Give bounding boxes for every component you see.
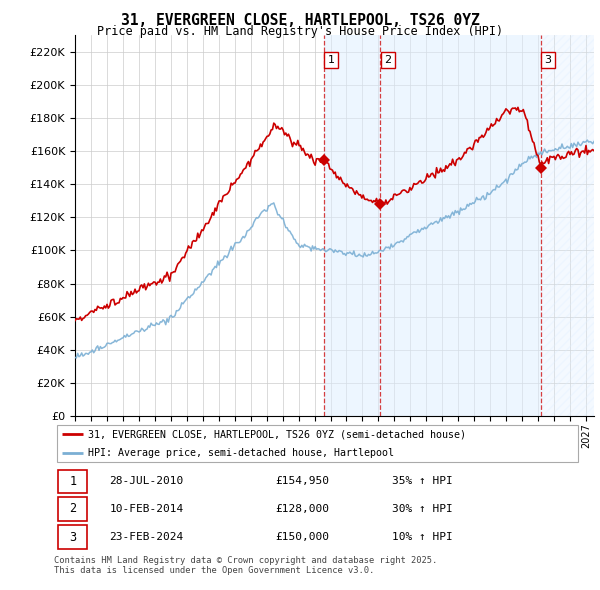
FancyBboxPatch shape xyxy=(58,525,87,549)
Bar xyxy=(380,35,541,416)
Text: Contains HM Land Registry data © Crown copyright and database right 2025.
This d: Contains HM Land Registry data © Crown c… xyxy=(54,556,437,575)
Text: 31, EVERGREEN CLOSE, HARTLEPOOL, TS26 0YZ: 31, EVERGREEN CLOSE, HARTLEPOOL, TS26 0Y… xyxy=(121,13,479,28)
Bar xyxy=(541,35,594,416)
Text: 1: 1 xyxy=(328,55,335,65)
Text: 23-FEB-2024: 23-FEB-2024 xyxy=(109,532,184,542)
Text: HPI: Average price, semi-detached house, Hartlepool: HPI: Average price, semi-detached house,… xyxy=(88,448,394,458)
Text: Price paid vs. HM Land Registry's House Price Index (HPI): Price paid vs. HM Land Registry's House … xyxy=(97,25,503,38)
FancyBboxPatch shape xyxy=(58,470,87,493)
FancyBboxPatch shape xyxy=(56,425,578,461)
Text: 35% ↑ HPI: 35% ↑ HPI xyxy=(392,477,452,487)
Text: 1: 1 xyxy=(69,475,76,488)
FancyBboxPatch shape xyxy=(58,497,87,521)
Text: 28-JUL-2010: 28-JUL-2010 xyxy=(109,477,184,487)
Text: 2: 2 xyxy=(69,502,76,516)
Bar xyxy=(323,35,380,416)
Text: £150,000: £150,000 xyxy=(276,532,330,542)
Text: 30% ↑ HPI: 30% ↑ HPI xyxy=(392,504,452,514)
Text: 3: 3 xyxy=(69,530,76,543)
Text: 31, EVERGREEN CLOSE, HARTLEPOOL, TS26 0YZ (semi-detached house): 31, EVERGREEN CLOSE, HARTLEPOOL, TS26 0Y… xyxy=(88,430,466,440)
Text: £128,000: £128,000 xyxy=(276,504,330,514)
Text: £154,950: £154,950 xyxy=(276,477,330,487)
Text: 3: 3 xyxy=(544,55,551,65)
Text: 10-FEB-2014: 10-FEB-2014 xyxy=(109,504,184,514)
Text: 10% ↑ HPI: 10% ↑ HPI xyxy=(392,532,452,542)
Text: 2: 2 xyxy=(384,55,391,65)
